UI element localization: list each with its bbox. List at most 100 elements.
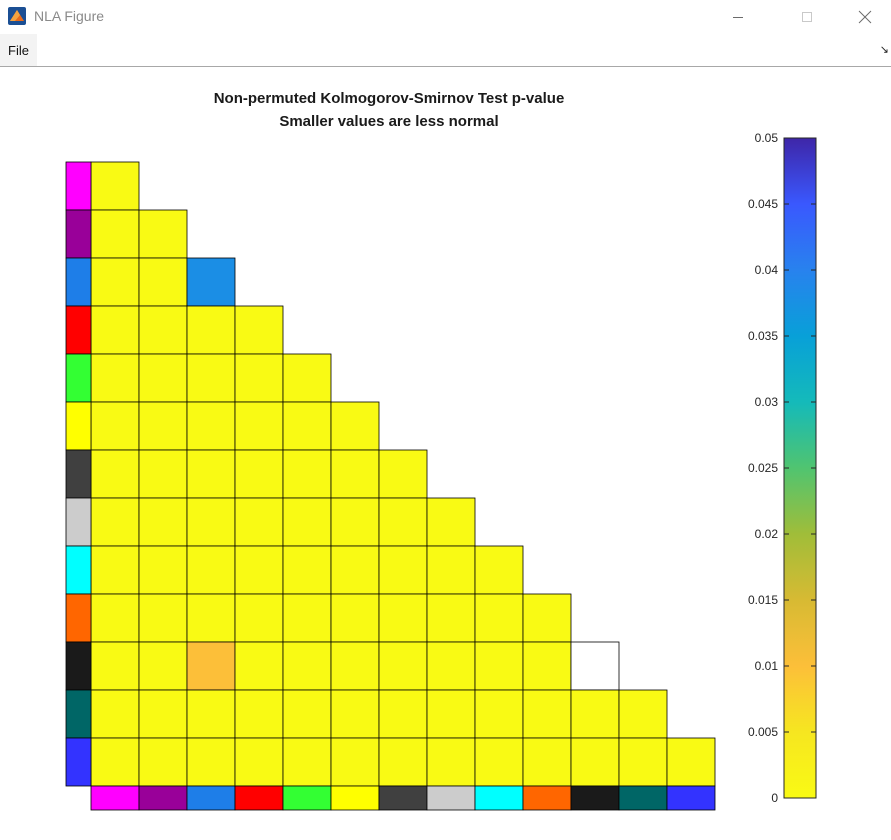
heatmap-cell: [90, 161, 140, 211]
colorbar-gradient: [783, 137, 817, 799]
heatmap-cell: [90, 257, 140, 307]
heatmap-cell: [330, 401, 380, 451]
maximize-button[interactable]: [784, 0, 830, 34]
heatmap-cell: [330, 737, 380, 787]
heatmap-cell: [282, 737, 332, 787]
column-network-color: [522, 785, 572, 811]
heatmap-cell: [90, 593, 140, 643]
heatmap-cell: [186, 353, 236, 403]
heatmap-cell: [618, 737, 668, 787]
column-network-color: [90, 785, 140, 811]
heatmap-cell: [378, 641, 428, 691]
heatmap-cell: [378, 593, 428, 643]
heatmap-cell: [234, 641, 284, 691]
heatmap-cell: [234, 353, 284, 403]
colorbar-tick-label: 0.015: [748, 593, 778, 607]
heatmap-cell: [570, 737, 620, 787]
column-network-color: [186, 785, 236, 811]
column-network-color: [282, 785, 332, 811]
row-network-color: [65, 545, 92, 595]
dock-arrow-icon[interactable]: ↘: [879, 44, 889, 56]
heatmap-cell: [618, 689, 668, 739]
network-color-column: [65, 161, 92, 787]
heatmap-cell: [234, 401, 284, 451]
heatmap-cell: [186, 689, 236, 739]
heatmap-cell: [138, 641, 188, 691]
heatmap-cell: [426, 497, 476, 547]
heatmap-cell: [474, 641, 524, 691]
row-network-color: [65, 689, 92, 739]
heatmap-cell: [666, 737, 716, 787]
close-button[interactable]: [842, 0, 888, 34]
colorbar-tick-label: 0.035: [748, 329, 778, 343]
file-menu[interactable]: File: [0, 34, 37, 66]
heatmap-cell: [234, 545, 284, 595]
heatmap-cell: [138, 305, 188, 355]
heatmap-cell: [90, 401, 140, 451]
heatmap-cell: [234, 689, 284, 739]
heatmap-cell: [186, 593, 236, 643]
column-network-color: [378, 785, 428, 811]
heatmap-cell: [90, 449, 140, 499]
heatmap-cell: [90, 209, 140, 259]
row-network-color: [65, 593, 92, 643]
colorbar-tick-label: 0: [771, 791, 778, 805]
row-network-color: [65, 401, 92, 451]
heatmap-cell: [234, 593, 284, 643]
column-network-color: [474, 785, 524, 811]
colorbar-tick-label: 0.02: [755, 527, 779, 541]
row-network-color: [65, 353, 92, 403]
heatmap-cell: [522, 641, 572, 691]
column-network-color: [666, 785, 716, 811]
heatmap-cell: [474, 545, 524, 595]
column-network-color: [234, 785, 284, 811]
heatmap-cell: [522, 737, 572, 787]
heatmap-cell: [378, 737, 428, 787]
chart-subtitle: Smaller values are less normal: [279, 113, 498, 130]
heatmap-cell: [90, 689, 140, 739]
colorbar-tick-label: 0.03: [755, 395, 779, 409]
colorbar: 0 0.005 0.01 0.015 0.02 0.025 0.03 0.035 0.04 0.0…: [748, 131, 817, 805]
heatmap-cell: [426, 689, 476, 739]
row-network-color: [65, 641, 92, 691]
heatmap-cell: [234, 497, 284, 547]
heatmap-cell: [282, 353, 332, 403]
heatmap-cell: [90, 641, 140, 691]
heatmap-cell: [378, 449, 428, 499]
heatmap-cell: [426, 593, 476, 643]
heatmap-cell: [186, 497, 236, 547]
heatmap-cell: [282, 401, 332, 451]
minimize-button[interactable]: [715, 0, 761, 34]
heatmap-cell: [234, 305, 284, 355]
heatmap-cell: [330, 593, 380, 643]
heatmap-cell: [138, 209, 188, 259]
heatmap-cell: [234, 737, 284, 787]
heatmap-cell: [138, 737, 188, 787]
heatmap-cell: [570, 689, 620, 739]
column-network-color: [570, 785, 620, 811]
heatmap-cell: [90, 497, 140, 547]
colorbar-tick-label: 0.01: [755, 659, 779, 673]
column-network-color: [618, 785, 668, 811]
heatmap-cell: [282, 641, 332, 691]
heatmap-cell: [138, 545, 188, 595]
heatmap-cell: [282, 545, 332, 595]
heatmap-cell: [522, 689, 572, 739]
heatmap-cell: [330, 641, 380, 691]
heatmap-cells: [90, 161, 716, 787]
heatmap-cell: [330, 497, 380, 547]
window-title: NLA Figure: [34, 8, 105, 24]
chart-title: Non-permuted Kolmogorov-Smirnov Test p-v…: [214, 90, 565, 107]
heatmap-cell: [90, 305, 140, 355]
heatmap-cell: [186, 545, 236, 595]
heatmap-cell: [186, 305, 236, 355]
row-network-color: [65, 209, 92, 259]
heatmap-cell: [474, 593, 524, 643]
heatmap-cell: [138, 257, 188, 307]
row-network-color: [65, 305, 92, 355]
heatmap-cell: [186, 401, 236, 451]
heatmap-cell: [138, 689, 188, 739]
heatmap-cell: [330, 545, 380, 595]
heatmap-cell: [282, 593, 332, 643]
heatmap-cell: [234, 449, 284, 499]
